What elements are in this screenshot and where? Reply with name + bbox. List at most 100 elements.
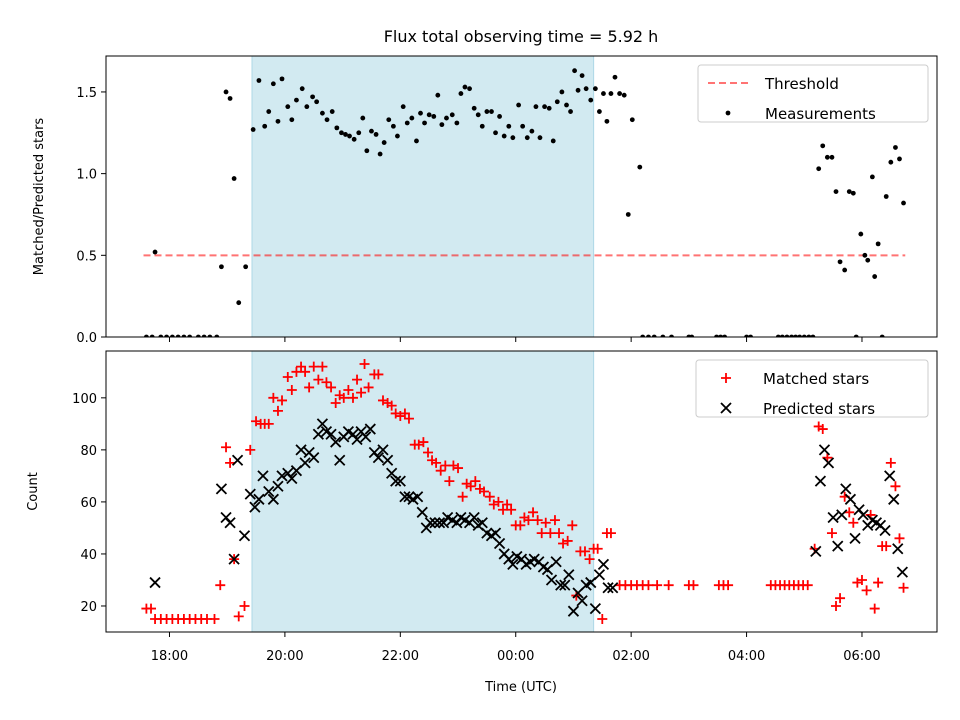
measurement-point xyxy=(651,334,657,337)
measurement-point xyxy=(608,91,614,96)
matched-point xyxy=(268,392,279,403)
matched-point xyxy=(536,528,547,539)
matched-point xyxy=(545,528,556,539)
predicted-point xyxy=(286,472,298,485)
matched-point xyxy=(399,408,410,419)
measurement-point xyxy=(588,97,594,103)
matched-point xyxy=(245,444,256,455)
measurement-point xyxy=(646,334,651,337)
matched-point xyxy=(688,580,699,591)
matched-point xyxy=(885,457,896,468)
matched-point xyxy=(347,392,358,403)
predicted-point xyxy=(312,428,325,440)
predicted-point xyxy=(822,457,835,469)
measurement-point xyxy=(262,123,268,129)
matched-point xyxy=(554,528,565,539)
measurement-point xyxy=(621,92,627,98)
predicted-point xyxy=(263,485,275,498)
measurement-point xyxy=(888,159,894,165)
legend: Matched stars Predicted stars xyxy=(695,359,929,418)
x-tick-label: 22:00 xyxy=(382,649,419,664)
measurement-point xyxy=(784,334,790,337)
measurement-point xyxy=(829,154,835,160)
matched-point xyxy=(873,577,884,588)
measurement-point xyxy=(637,164,643,170)
matched-point xyxy=(352,374,363,385)
matched-point xyxy=(597,613,608,624)
matched-point xyxy=(502,499,513,510)
matched-point xyxy=(338,392,349,403)
measurement-point xyxy=(270,81,276,87)
measurement-point xyxy=(431,114,437,119)
measurement-point xyxy=(275,118,281,124)
y-tick-label: 80 xyxy=(80,444,97,459)
measurement-point xyxy=(533,104,539,110)
legend-label: Predicted stars xyxy=(763,400,875,418)
measurement-point xyxy=(748,334,754,337)
matched-point xyxy=(723,580,734,591)
matched-point xyxy=(435,465,446,476)
matched-point xyxy=(326,382,337,393)
measurement-point xyxy=(266,109,272,114)
measurement-point xyxy=(334,125,340,131)
measurement-point xyxy=(797,334,803,337)
measurement-point xyxy=(546,105,552,111)
matched-point xyxy=(528,507,539,518)
measurement-point xyxy=(744,334,749,337)
matched-point xyxy=(263,418,274,429)
predicted-point xyxy=(563,569,575,581)
matched-point xyxy=(470,476,481,487)
predicted-point xyxy=(377,444,389,456)
measurement-point xyxy=(152,249,158,255)
predicted-point xyxy=(832,540,844,552)
matched-point xyxy=(579,546,590,557)
predicted-point xyxy=(836,509,848,521)
y-tick-label: 60 xyxy=(80,496,97,511)
measurement-point xyxy=(409,115,415,121)
measurement-point xyxy=(846,189,852,194)
measurement-point xyxy=(369,128,374,134)
predicted-point xyxy=(215,483,228,495)
measurement-point xyxy=(347,133,352,139)
matched-point xyxy=(506,504,517,515)
y-tick-label: 1.0 xyxy=(76,168,97,183)
matched-point xyxy=(423,447,434,458)
measurement-point xyxy=(219,264,224,270)
measurement-point xyxy=(462,84,468,90)
matched-point xyxy=(869,603,880,614)
measurement-point xyxy=(143,334,149,337)
matched-point xyxy=(317,361,328,372)
measurement-point xyxy=(279,76,285,82)
measurement-point xyxy=(554,99,560,105)
predicted-point xyxy=(381,454,394,466)
measurement-point xyxy=(195,334,201,337)
matched-point xyxy=(861,585,872,596)
measurement-point xyxy=(510,135,516,141)
matched-point xyxy=(890,481,901,492)
predicted-point xyxy=(607,582,619,594)
measurement-point xyxy=(824,154,830,160)
matched-point xyxy=(209,613,220,624)
measurement-point xyxy=(872,274,878,279)
x-tick-label: 02:00 xyxy=(612,649,649,664)
measurement-point xyxy=(529,128,535,134)
measurement-point xyxy=(426,112,432,118)
measurement-point xyxy=(506,123,512,129)
matched-point xyxy=(562,535,573,546)
x-tick-label: 00:00 xyxy=(497,649,534,664)
measurement-point xyxy=(524,135,530,141)
matched-point xyxy=(277,395,288,406)
matched-point xyxy=(431,457,442,468)
matched-point xyxy=(584,554,595,565)
measurement-point xyxy=(501,133,507,139)
predicted-point xyxy=(476,517,488,529)
measurement-point xyxy=(640,334,646,337)
measurement-point xyxy=(360,115,366,121)
measurement-point xyxy=(414,138,419,144)
measurement-point xyxy=(343,132,348,137)
matched-point xyxy=(272,405,283,416)
measurement-point xyxy=(537,135,543,141)
legend-box xyxy=(697,64,929,123)
predicted-point xyxy=(360,431,372,443)
measurement-point xyxy=(386,117,392,123)
